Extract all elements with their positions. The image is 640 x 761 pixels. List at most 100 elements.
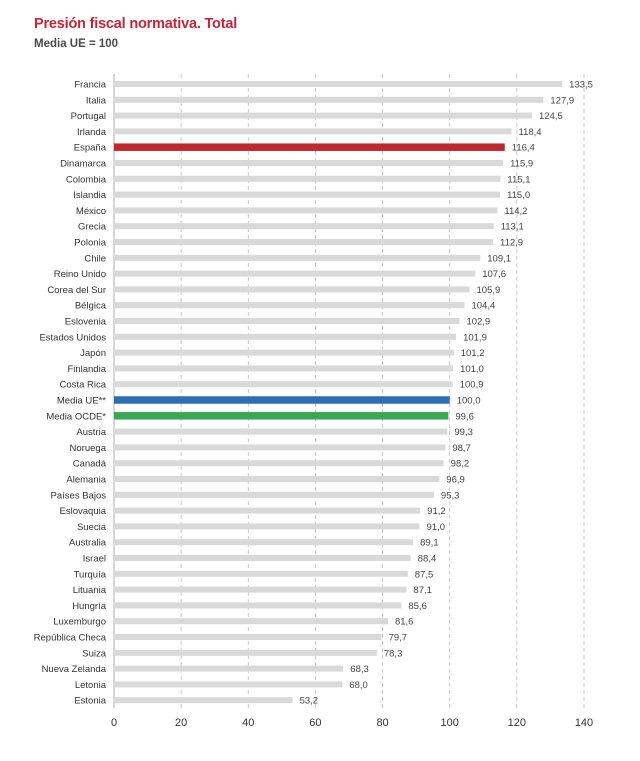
category-label: Países Bajos <box>51 490 107 501</box>
category-label: Luxemburgo <box>53 617 106 628</box>
bar <box>114 318 460 324</box>
category-label: Eslovaquia <box>60 506 107 517</box>
category-label: Islandia <box>73 190 106 201</box>
bar <box>114 602 402 609</box>
bar <box>114 143 505 151</box>
value-label: 113,1 <box>501 222 524 233</box>
bar <box>114 634 382 640</box>
category-label: Suiza <box>82 648 106 659</box>
value-label: 104,4 <box>471 301 495 312</box>
value-label: 101,0 <box>460 364 484 375</box>
bar <box>114 239 494 245</box>
bar <box>114 491 434 498</box>
bar <box>114 207 498 214</box>
bar <box>114 412 449 420</box>
bar <box>114 396 450 404</box>
bar <box>114 365 454 372</box>
value-label: 115,0 <box>507 190 530 201</box>
category-label: Turquía <box>74 569 107 580</box>
bar <box>114 302 465 309</box>
value-label: 100,0 <box>457 396 481 407</box>
bar <box>114 160 504 166</box>
value-label: 99,3 <box>454 427 473 438</box>
x-tick-label: 0 <box>111 717 117 729</box>
value-label: 68,3 <box>350 664 369 675</box>
value-label: 124,5 <box>539 111 563 122</box>
value-label: 78,3 <box>384 648 403 659</box>
category-label: Portugal <box>71 111 106 122</box>
bar <box>114 428 448 435</box>
category-label: Nueva Zelanda <box>42 664 107 675</box>
bar <box>114 254 481 261</box>
category-label: Reino Unido <box>54 269 106 280</box>
category-label: Media UE** <box>57 396 106 407</box>
category-label: Estonia <box>74 696 106 707</box>
value-label: 87,1 <box>413 585 432 596</box>
chart-title: Presión fiscal normativa. Total <box>34 16 238 32</box>
category-label: Lituania <box>73 585 107 596</box>
category-label: Bélgica <box>75 301 107 312</box>
category-label: Estados Unidos <box>39 332 106 343</box>
value-label: 53,2 <box>300 696 319 707</box>
category-label: Colombia <box>66 174 107 185</box>
category-label: Suecia <box>77 522 107 533</box>
bar <box>114 349 454 356</box>
bar <box>114 539 414 546</box>
category-label: Canadá <box>73 459 107 470</box>
value-label: 79,7 <box>389 633 408 644</box>
category-label: Italia <box>86 95 107 106</box>
category-label: Dinamarca <box>60 159 107 170</box>
category-label: Polonia <box>74 238 106 249</box>
bar <box>114 681 343 688</box>
category-label: Francia <box>74 80 106 91</box>
bar <box>114 333 457 340</box>
value-label: 91,0 <box>427 522 446 533</box>
value-label: 100,9 <box>460 380 484 391</box>
bar <box>114 649 377 656</box>
bar <box>114 223 494 230</box>
bar <box>114 460 444 467</box>
category-label: Eslovenia <box>65 317 107 328</box>
bar <box>114 555 411 561</box>
value-label: 115,1 <box>507 174 530 185</box>
value-label: 85,6 <box>408 601 427 612</box>
category-label: Corea del Sur <box>47 285 106 296</box>
value-label: 116,4 <box>512 143 535 154</box>
value-label: 118,4 <box>518 127 541 138</box>
category-label: Alemania <box>66 475 106 486</box>
bar <box>114 507 421 514</box>
value-label: 95,3 <box>441 490 460 501</box>
x-tick-label: 80 <box>376 717 388 729</box>
category-label: Media OCDE* <box>46 411 106 422</box>
category-label: Israel <box>83 554 106 565</box>
x-tick-label: 100 <box>441 717 459 729</box>
category-label: Austria <box>76 427 106 438</box>
value-label: 96,9 <box>446 475 465 486</box>
bar <box>114 286 470 293</box>
bar <box>114 191 501 198</box>
bar <box>114 523 420 530</box>
category-label: Noruega <box>70 443 107 454</box>
bar <box>114 81 563 87</box>
value-label: 105,9 <box>477 285 501 296</box>
bar <box>114 586 407 593</box>
value-label: 98,7 <box>452 443 471 454</box>
value-label: 109,1 <box>487 253 511 264</box>
value-label: 81,6 <box>395 617 414 628</box>
category-label: Finlandia <box>67 364 106 375</box>
value-label: 127,9 <box>550 95 574 106</box>
value-label: 102,9 <box>466 317 490 328</box>
bar <box>114 381 453 388</box>
category-label: Letonia <box>75 680 107 691</box>
bar <box>114 570 408 577</box>
category-label: Chile <box>84 253 106 264</box>
bar <box>114 112 532 119</box>
category-label: Australia <box>69 538 107 549</box>
value-label: 115,9 <box>510 159 533 170</box>
x-tick-label: 120 <box>508 717 526 729</box>
bar <box>114 618 388 625</box>
value-label: 107,6 <box>482 269 506 280</box>
value-label: 99,6 <box>455 411 474 422</box>
